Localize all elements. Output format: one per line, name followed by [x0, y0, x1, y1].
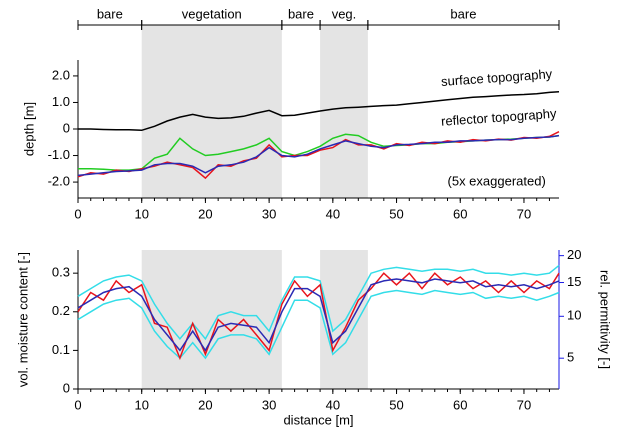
x-tick-label: 0	[74, 206, 81, 221]
data-line	[77, 289, 560, 360]
x-tick-label: 20	[198, 206, 212, 221]
data-line	[77, 264, 560, 341]
x-tick-label: 50	[389, 397, 403, 412]
y-tick-label: 0.2	[52, 303, 70, 318]
x-tick-label: 30	[262, 397, 276, 412]
y-tick-label: -1.0	[48, 147, 70, 162]
y-tick-label: 0.1	[52, 342, 70, 357]
y2-tick-label: 15	[567, 274, 581, 289]
data-line	[78, 91, 560, 132]
x-tick-label: 10	[134, 206, 148, 221]
x-tick-label: 0	[74, 397, 81, 412]
y2-tick-label: 5	[567, 350, 574, 365]
y-tick-label: 2.0	[52, 67, 70, 82]
y2-tick-label: 10	[567, 308, 581, 323]
region-label: bare	[97, 6, 123, 21]
x-tick-label: 40	[326, 397, 340, 412]
y2-axis-label: rel. permittivity [-]	[598, 270, 613, 369]
vegetation-shade	[320, 250, 368, 389]
vegetation-shade	[141, 250, 282, 389]
x-tick-label: 70	[517, 206, 531, 221]
region-label: veg.	[332, 6, 357, 21]
region-label: bare	[288, 6, 314, 21]
y-tick-label: -2.0	[48, 174, 70, 189]
annotation: surface topography	[441, 66, 554, 89]
x-tick-label: 50	[389, 206, 403, 221]
y-tick-label: 0	[63, 380, 70, 395]
x-tick-label: 60	[453, 397, 467, 412]
x-tick-label: 40	[326, 206, 340, 221]
x-tick-label: 60	[453, 206, 467, 221]
x-axis-label: distance [m]	[283, 412, 353, 427]
region-label: vegetation	[182, 6, 242, 21]
x-tick-label: 20	[198, 397, 212, 412]
y-tick-label: 1.0	[52, 94, 70, 109]
y-tick-label: 0.3	[52, 265, 70, 280]
region-label: bare	[450, 6, 476, 21]
annotation: reflector topography	[441, 106, 558, 129]
y-tick-label: 0	[63, 120, 70, 135]
y-axis-label: vol. moisture content [-]	[15, 252, 30, 387]
y-axis-label: depth [m]	[21, 102, 36, 156]
x-tick-label: 70	[517, 397, 531, 412]
annotation: (5x exaggerated)	[448, 174, 546, 189]
y2-tick-label: 20	[567, 247, 581, 262]
vegetation-shade	[320, 25, 368, 198]
x-tick-label: 10	[134, 397, 148, 412]
data-line	[77, 278, 560, 352]
x-tick-label: 30	[262, 206, 276, 221]
data-line	[77, 134, 560, 177]
